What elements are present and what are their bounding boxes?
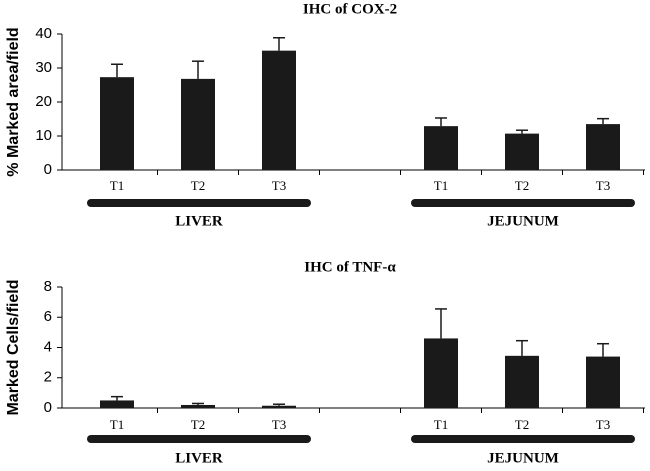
x-tick-label: T1	[434, 417, 448, 432]
y-tick-label: 4	[44, 338, 52, 355]
bar	[505, 355, 539, 408]
x-tick-label: T3	[596, 417, 610, 432]
chart-title: IHC of COX-2	[303, 1, 397, 17]
y-tick-label: 0	[44, 399, 52, 416]
x-tick-label: T3	[596, 178, 610, 193]
bar	[586, 356, 620, 408]
y-tick-label: 2	[44, 369, 52, 386]
x-tick-label: T3	[272, 178, 286, 193]
group-label: JEJUNUM	[487, 450, 559, 466]
group-label: LIVER	[175, 450, 223, 466]
y-tick-label: 0	[44, 161, 52, 178]
bar	[262, 405, 296, 408]
y-tick-label: 40	[35, 25, 52, 42]
group-label: JEJUNUM	[487, 213, 559, 229]
y-tick-label: 30	[35, 59, 52, 76]
group-bar	[411, 199, 635, 207]
y-axis-label: % Marked area/field	[5, 27, 22, 176]
chart-title: IHC of TNF-α	[304, 259, 396, 275]
x-tick-label: T2	[191, 417, 205, 432]
group-label: LIVER	[175, 213, 223, 229]
bar	[100, 400, 134, 408]
bar	[100, 77, 134, 170]
bar	[424, 338, 458, 408]
x-tick-label: T2	[515, 178, 529, 193]
bar	[424, 126, 458, 170]
y-tick-label: 10	[35, 127, 52, 144]
x-tick-label: T2	[191, 178, 205, 193]
x-tick-label: T2	[515, 417, 529, 432]
x-tick-label: T3	[272, 417, 286, 432]
group-bar	[411, 435, 635, 443]
bar	[505, 133, 539, 170]
bar	[586, 124, 620, 170]
y-axis-label: Marked Cells/field	[5, 279, 22, 415]
bar	[181, 78, 215, 170]
y-tick-label: 20	[35, 93, 52, 110]
y-tick-label: 6	[44, 308, 52, 325]
x-tick-label: T1	[434, 178, 448, 193]
group-bar	[87, 199, 311, 207]
group-bar	[87, 435, 311, 443]
x-tick-label: T1	[110, 417, 124, 432]
x-tick-label: T1	[110, 178, 124, 193]
y-tick-label: 8	[44, 278, 52, 295]
bar	[262, 50, 296, 170]
bar	[181, 404, 215, 408]
